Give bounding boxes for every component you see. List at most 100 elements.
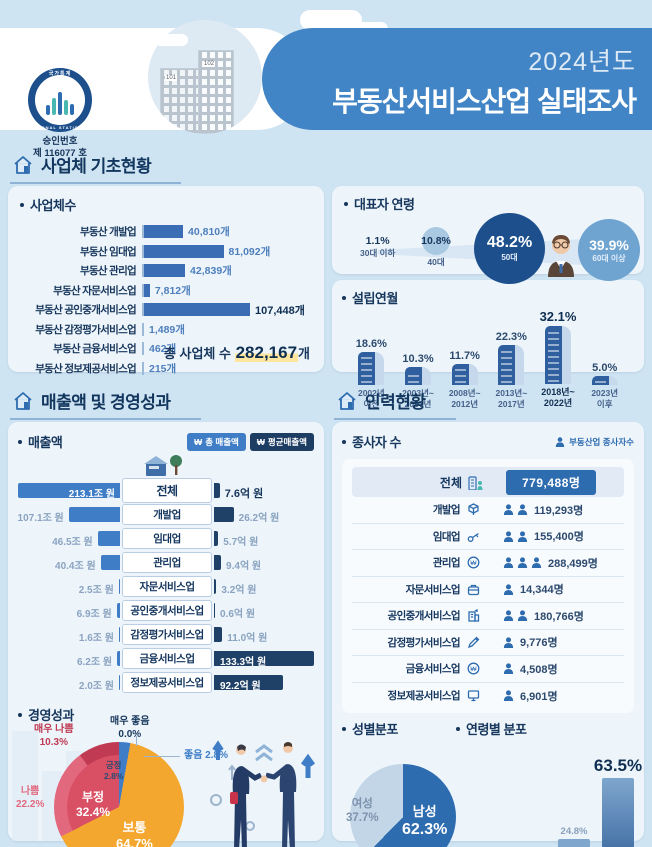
business-row-bar xyxy=(142,244,224,258)
avg-sales-bar xyxy=(214,602,215,618)
avg-sales-value: 7.6억 원 xyxy=(224,487,264,500)
business-row: 부동산 공인중개서비스업 107,448개 xyxy=(20,300,312,320)
worker-row-value: 9,776명 xyxy=(520,637,558,650)
workers-total-label: 전체 xyxy=(439,475,462,490)
page-header: 국가통계 NATIONAL STATISTICS 승인번호 제 116077 호… xyxy=(0,0,652,159)
avg-sales-bar xyxy=(214,578,217,594)
report-year: 2024년도 xyxy=(528,48,636,76)
industry-label: 관리업 xyxy=(122,551,212,573)
industry-label: 자문서비스업 xyxy=(122,575,212,597)
age-bars: 2.3%9.4%24.8%63.5% xyxy=(470,748,642,847)
gender-label: 성별분포 xyxy=(342,719,456,738)
establishment-pct: 32.1% xyxy=(539,309,577,324)
person-icon xyxy=(503,690,514,702)
person-icon xyxy=(555,436,565,447)
worker-row-value: 155,400명 xyxy=(534,531,584,544)
building-bar xyxy=(405,366,431,386)
workers-table: 전체 779,488명 개발업 119,293명 임대업 155,400명 관리업 ₩28… xyxy=(342,459,634,713)
building-label: 101 xyxy=(165,75,178,81)
avg-sales-cell: 26.2억 원 xyxy=(214,506,314,524)
worker-row-label: 개발업 xyxy=(432,504,461,517)
pie-label-positive: 긍정 2.8% xyxy=(104,760,124,781)
total-sales-value: 2.5조 원 xyxy=(78,584,114,596)
establishment-pct: 11.7% xyxy=(449,350,480,363)
avg-sales-value: 3.2억 원 xyxy=(221,584,257,596)
industry-label: 금융서비스업 xyxy=(122,647,212,669)
ceo-age-item: 39.9% 60대 이상 xyxy=(578,219,640,281)
workers-rows: 개발업 119,293명 임대업 155,400명 관리업 ₩288,499명 자문서비스업… xyxy=(352,497,624,709)
key-icon xyxy=(465,530,481,543)
avg-sales-value: 0.6억 원 xyxy=(220,608,256,620)
worker-row-value: 288,499명 xyxy=(548,557,598,570)
worker-row: 관리업 ₩288,499명 xyxy=(352,550,624,577)
legend-avg-sales: ₩ 평균매출액 xyxy=(249,432,314,451)
establishment-panel: 설립연월 18.6% 2002년 이전 10.3% 2003년~ 2007년 11.7% 20… xyxy=(332,280,644,409)
ceo-age-bubble: 48.2% 50대 xyxy=(474,213,545,284)
business-row-label: 부동산 관리업 xyxy=(80,265,137,278)
avg-sales-bar xyxy=(214,650,314,666)
total-sales-cell: 46.5조 원 xyxy=(18,530,120,548)
header-title-banner: 2024년도 부동산서비스산업 실태조사 xyxy=(262,28,652,130)
person-icon xyxy=(531,557,542,569)
sales-row: 2.0조 원 정보제공서비스업 92.2억 원 xyxy=(18,671,314,693)
sales-label: 매출액 xyxy=(18,432,63,451)
business-row: 부동산 자문서비스업 7,812개 xyxy=(20,281,312,301)
sales-row: 1.6조 원 감정평가서비스업 11.0억 원 xyxy=(18,623,314,645)
business-row-bar xyxy=(142,342,144,356)
avg-sales-bar xyxy=(214,482,220,498)
house-icon xyxy=(14,391,32,410)
avg-sales-cell: 7.6억 원 xyxy=(214,482,314,500)
person-icons xyxy=(503,504,528,516)
business-row: 부동산 정보제공서비스업 215개 xyxy=(20,359,312,379)
avg-sales-cell: 9.4억 원 xyxy=(214,554,314,572)
business-row: 부동산 임대업 81,092개 xyxy=(20,242,312,262)
ceo-age-bubble: 39.9% 60대 이상 xyxy=(578,219,640,281)
pie-label-very-good: 매우 좋음 0.0% xyxy=(110,716,150,740)
total-sales-bar xyxy=(119,674,120,690)
total-sales-cell: 6.9조 원 xyxy=(18,602,120,620)
establishment-period: 2003년~ 2007년 xyxy=(402,388,434,409)
person-icons xyxy=(503,557,542,569)
worker-row-value: 4,508명 xyxy=(520,663,558,676)
business-row-label: 부동산 정보제공서비스업 xyxy=(35,362,136,375)
business-row-bar xyxy=(142,283,150,297)
industry-cell: 관리업 xyxy=(122,551,212,573)
worker-row-label: 자문서비스업 xyxy=(405,583,461,596)
worker-row-label: 임대업 xyxy=(432,530,461,543)
establishment-chart: 18.6% 2002년 이전 10.3% 2003년~ 2007년 11.7% 2008년~ 2… xyxy=(342,307,634,410)
sales-chart: 213.1조 원 전체 7.6억 원 107.1조 원 개발업 26.2억 원 46.5조 … xyxy=(18,477,314,693)
person-icon xyxy=(517,557,528,569)
age-bar-item: 24.8% xyxy=(558,826,590,847)
business-row-label: 부동산 금융서비스업 xyxy=(53,343,137,356)
workers-label: 종사자 수 xyxy=(342,432,401,451)
workers-total-value: 779,488명 xyxy=(506,469,597,495)
business-row-value: 107,448개 xyxy=(255,304,305,317)
avg-sales-value: 5.7억 원 xyxy=(223,536,259,548)
person-icon xyxy=(503,637,514,648)
sales-row: 107.1조 원 개발업 26.2억 원 xyxy=(18,503,314,525)
worker-row-value: 6,901명 xyxy=(520,690,558,703)
business-row-value: 1,489개 xyxy=(149,323,185,336)
industry-cell: 정보제공서비스업 xyxy=(122,671,212,693)
establishment-period: 2008년~ 2012년 xyxy=(448,388,481,409)
person-icon xyxy=(503,610,514,622)
avg-sales-bar xyxy=(214,506,234,522)
age-bar xyxy=(558,838,590,847)
business-row-bar xyxy=(142,225,184,239)
briefcase-icon xyxy=(465,583,481,596)
avg-sales-cell: 0.6억 원 xyxy=(214,602,314,620)
business-row-value: 81,092개 xyxy=(228,245,271,258)
manpower-panel: 종사자 수 부동산업 종사자수 전체 779,488명 개발업 119,293명 임… xyxy=(332,422,644,847)
establishment-pct: 18.6% xyxy=(355,337,387,350)
avg-sales-bar xyxy=(214,530,219,546)
seal-top-text: 국가통계 xyxy=(48,71,72,77)
avg-sales-cell: 3.2억 원 xyxy=(214,578,314,596)
total-sales-value: 2.0조 원 xyxy=(78,680,114,692)
person-icons xyxy=(503,531,528,542)
age-distribution-chart: 연령별 분포 2.3%9.4%24.8%63.5% 20대30대40대50대이상 xyxy=(456,719,642,847)
business-row-bar xyxy=(142,322,144,336)
business-row-label: 부동산 감정평가서비스업 xyxy=(35,323,136,336)
ceo-age-item: 10.8% 40대 xyxy=(421,227,451,268)
